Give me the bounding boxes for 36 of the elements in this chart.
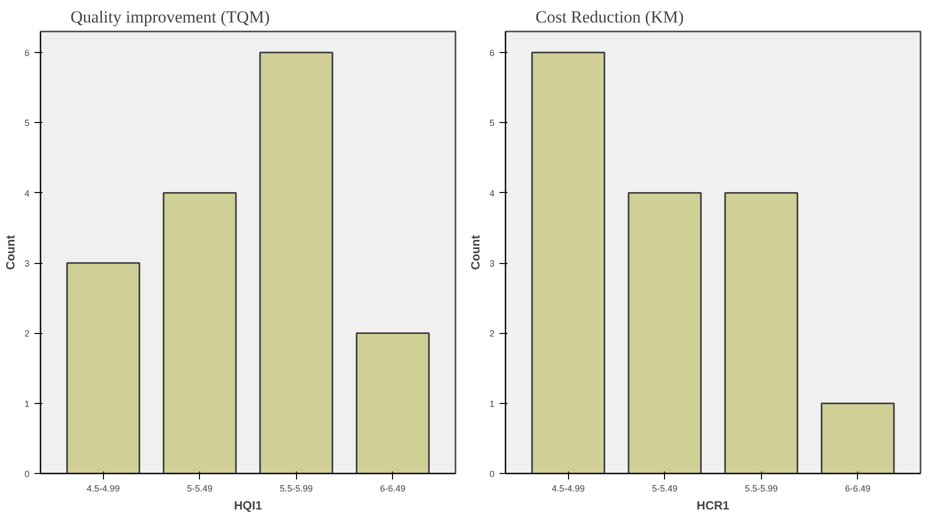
bar <box>628 192 702 474</box>
x-axis-title: HCR1 <box>696 498 730 512</box>
chart-title: Quality improvement (TQM) <box>70 8 270 26</box>
x-tick-label: 4.5-4.99 <box>86 484 120 494</box>
y-tick-label: 4 <box>489 188 495 198</box>
x-axis-title: HQI1 <box>234 498 262 512</box>
chart-title: Cost Reduction (KM) <box>536 8 684 26</box>
x-tick-label: 4.5-4.99 <box>552 484 585 494</box>
x-tick-label: 5.5-5.99 <box>744 484 778 494</box>
x-tick-label: 6-6.49 <box>380 484 406 494</box>
bar <box>531 52 606 474</box>
x-tick-label: 5-5.49 <box>652 484 678 494</box>
y-tick-label: 0 <box>24 469 30 479</box>
y-tick-label: 2 <box>489 328 495 339</box>
bar <box>724 192 798 474</box>
y-tick-label: 5 <box>489 118 495 128</box>
y-tick-label: 5 <box>24 118 30 128</box>
x-tick-label: 5.5-5.99 <box>280 484 313 494</box>
y-tick-label: 2 <box>24 328 30 339</box>
y-tick-label: 4 <box>24 188 30 198</box>
y-tick-label: 3 <box>24 258 30 269</box>
bar <box>820 402 895 474</box>
y-tick-label: 3 <box>489 258 495 269</box>
bar <box>162 192 237 474</box>
y-axis-title: Count <box>468 235 482 270</box>
y-axis-title: Count <box>3 235 18 270</box>
bar <box>259 52 334 474</box>
y-tick-label: 6 <box>489 48 495 58</box>
x-tick-label: 5-5.49 <box>186 484 213 494</box>
y-tick-label: 6 <box>24 48 30 58</box>
x-tick-label: 6-6.49 <box>845 484 871 494</box>
bar <box>66 262 140 474</box>
y-tick-label: 1 <box>24 398 30 409</box>
bar <box>356 332 430 474</box>
y-tick-label: 1 <box>489 398 495 409</box>
y-tick-label: 0 <box>489 469 495 479</box>
